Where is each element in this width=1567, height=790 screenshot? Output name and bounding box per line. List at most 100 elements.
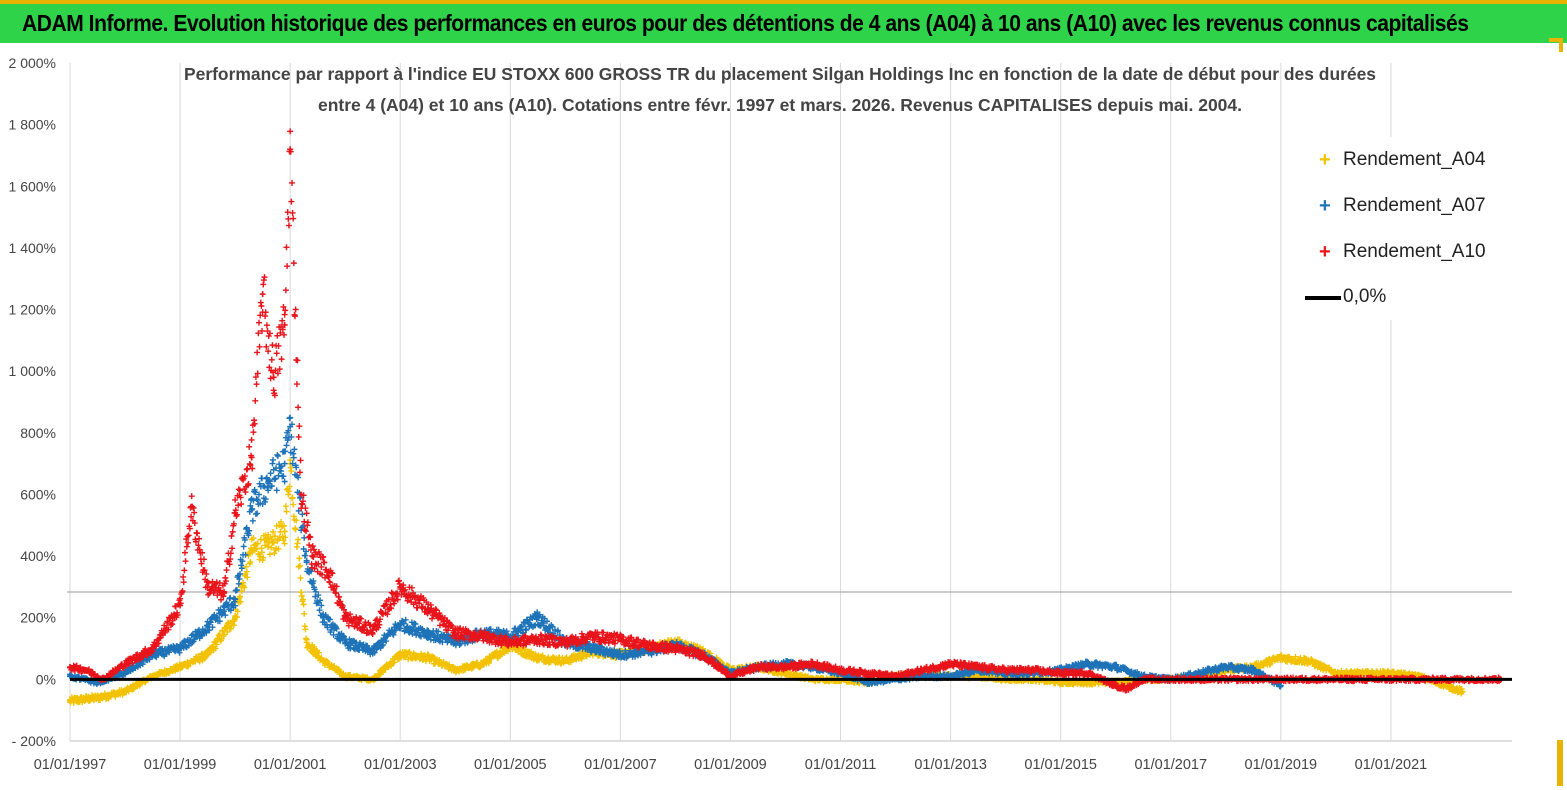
data-point	[287, 414, 294, 421]
data-point	[181, 549, 188, 556]
data-point	[296, 555, 303, 562]
data-point	[301, 610, 308, 617]
data-point	[242, 489, 249, 496]
data-point	[291, 446, 298, 453]
data-point	[297, 574, 304, 581]
data-point	[282, 503, 289, 510]
data-point	[267, 470, 274, 477]
data-point	[246, 550, 253, 557]
data-point	[270, 528, 277, 535]
data-point	[238, 501, 245, 508]
data-point	[266, 551, 273, 558]
data-point	[336, 593, 343, 600]
data-point	[228, 532, 235, 539]
data-point	[243, 568, 250, 575]
data-point	[292, 526, 299, 533]
data-point	[302, 626, 309, 633]
data-point	[294, 357, 301, 364]
data-point	[256, 343, 263, 350]
data-point	[223, 623, 230, 630]
data-point	[297, 457, 304, 464]
data-point	[296, 562, 303, 569]
data-point	[290, 501, 297, 508]
data-point	[221, 631, 228, 638]
data-point	[237, 487, 244, 494]
data-point	[180, 573, 187, 580]
data-point	[260, 554, 267, 561]
data-point	[247, 559, 254, 566]
grid-layer	[69, 63, 1512, 742]
data-point	[191, 509, 198, 516]
data-point	[284, 263, 291, 270]
data-point	[326, 579, 333, 586]
data-point	[246, 443, 253, 450]
data-point	[268, 356, 275, 363]
data-point	[254, 510, 261, 517]
data-point	[229, 528, 236, 535]
data-point	[225, 619, 232, 626]
data-point	[583, 653, 590, 660]
data-point	[180, 579, 187, 586]
data-point	[528, 648, 535, 655]
header-bar: ADAM Informe. Evolution historique des p…	[0, 0, 1567, 43]
data-point	[280, 473, 287, 480]
data-point	[290, 215, 297, 222]
chart-area: - 200%0%200%400%600%800%1 000%1 200%1 40…	[9, 55, 1512, 773]
corner-mark-top-right-vertical	[1559, 38, 1563, 52]
data-point	[289, 494, 296, 501]
data-point	[273, 350, 280, 357]
data-point	[281, 478, 288, 485]
data-point	[183, 543, 190, 550]
data-point	[241, 584, 248, 591]
data-point	[295, 404, 302, 411]
data-point	[436, 622, 443, 629]
data-point	[268, 544, 275, 551]
data-point	[267, 375, 274, 382]
data-point	[278, 356, 285, 363]
data-point	[237, 598, 244, 605]
data-point	[257, 553, 264, 560]
points-layer	[67, 128, 1504, 706]
data-point	[249, 517, 256, 524]
data-point	[275, 545, 282, 552]
data-point	[283, 508, 290, 515]
data-point	[288, 468, 295, 475]
data-point	[188, 493, 195, 500]
data-point	[229, 545, 236, 552]
data-point	[274, 453, 281, 460]
data-point	[254, 349, 261, 356]
data-point	[274, 332, 281, 339]
data-point	[299, 511, 306, 518]
corner-mark-bottom-right	[1557, 740, 1563, 786]
data-point	[303, 510, 310, 517]
data-point	[304, 519, 311, 526]
data-point	[295, 536, 302, 543]
data-point	[300, 601, 307, 608]
data-point	[262, 542, 269, 549]
data-point	[292, 306, 299, 313]
data-point	[273, 487, 280, 494]
data-point	[271, 550, 278, 557]
data-point	[295, 433, 302, 440]
data-point	[394, 656, 401, 663]
data-point	[272, 475, 279, 482]
data-point	[224, 628, 231, 635]
data-point	[302, 505, 309, 512]
data-point	[182, 558, 189, 565]
data-point	[250, 429, 257, 436]
data-point	[283, 244, 290, 251]
data-point	[248, 436, 255, 443]
data-point	[212, 645, 219, 652]
data-point	[213, 641, 220, 648]
data-point	[270, 456, 277, 463]
data-point	[194, 530, 201, 537]
data-point	[293, 381, 300, 388]
data-point	[315, 649, 322, 656]
data-point	[293, 517, 300, 524]
data-point	[281, 522, 288, 529]
data-point	[286, 483, 293, 490]
data-point	[276, 534, 283, 541]
data-point	[240, 543, 247, 550]
data-point	[271, 533, 278, 540]
data-point	[283, 442, 290, 449]
